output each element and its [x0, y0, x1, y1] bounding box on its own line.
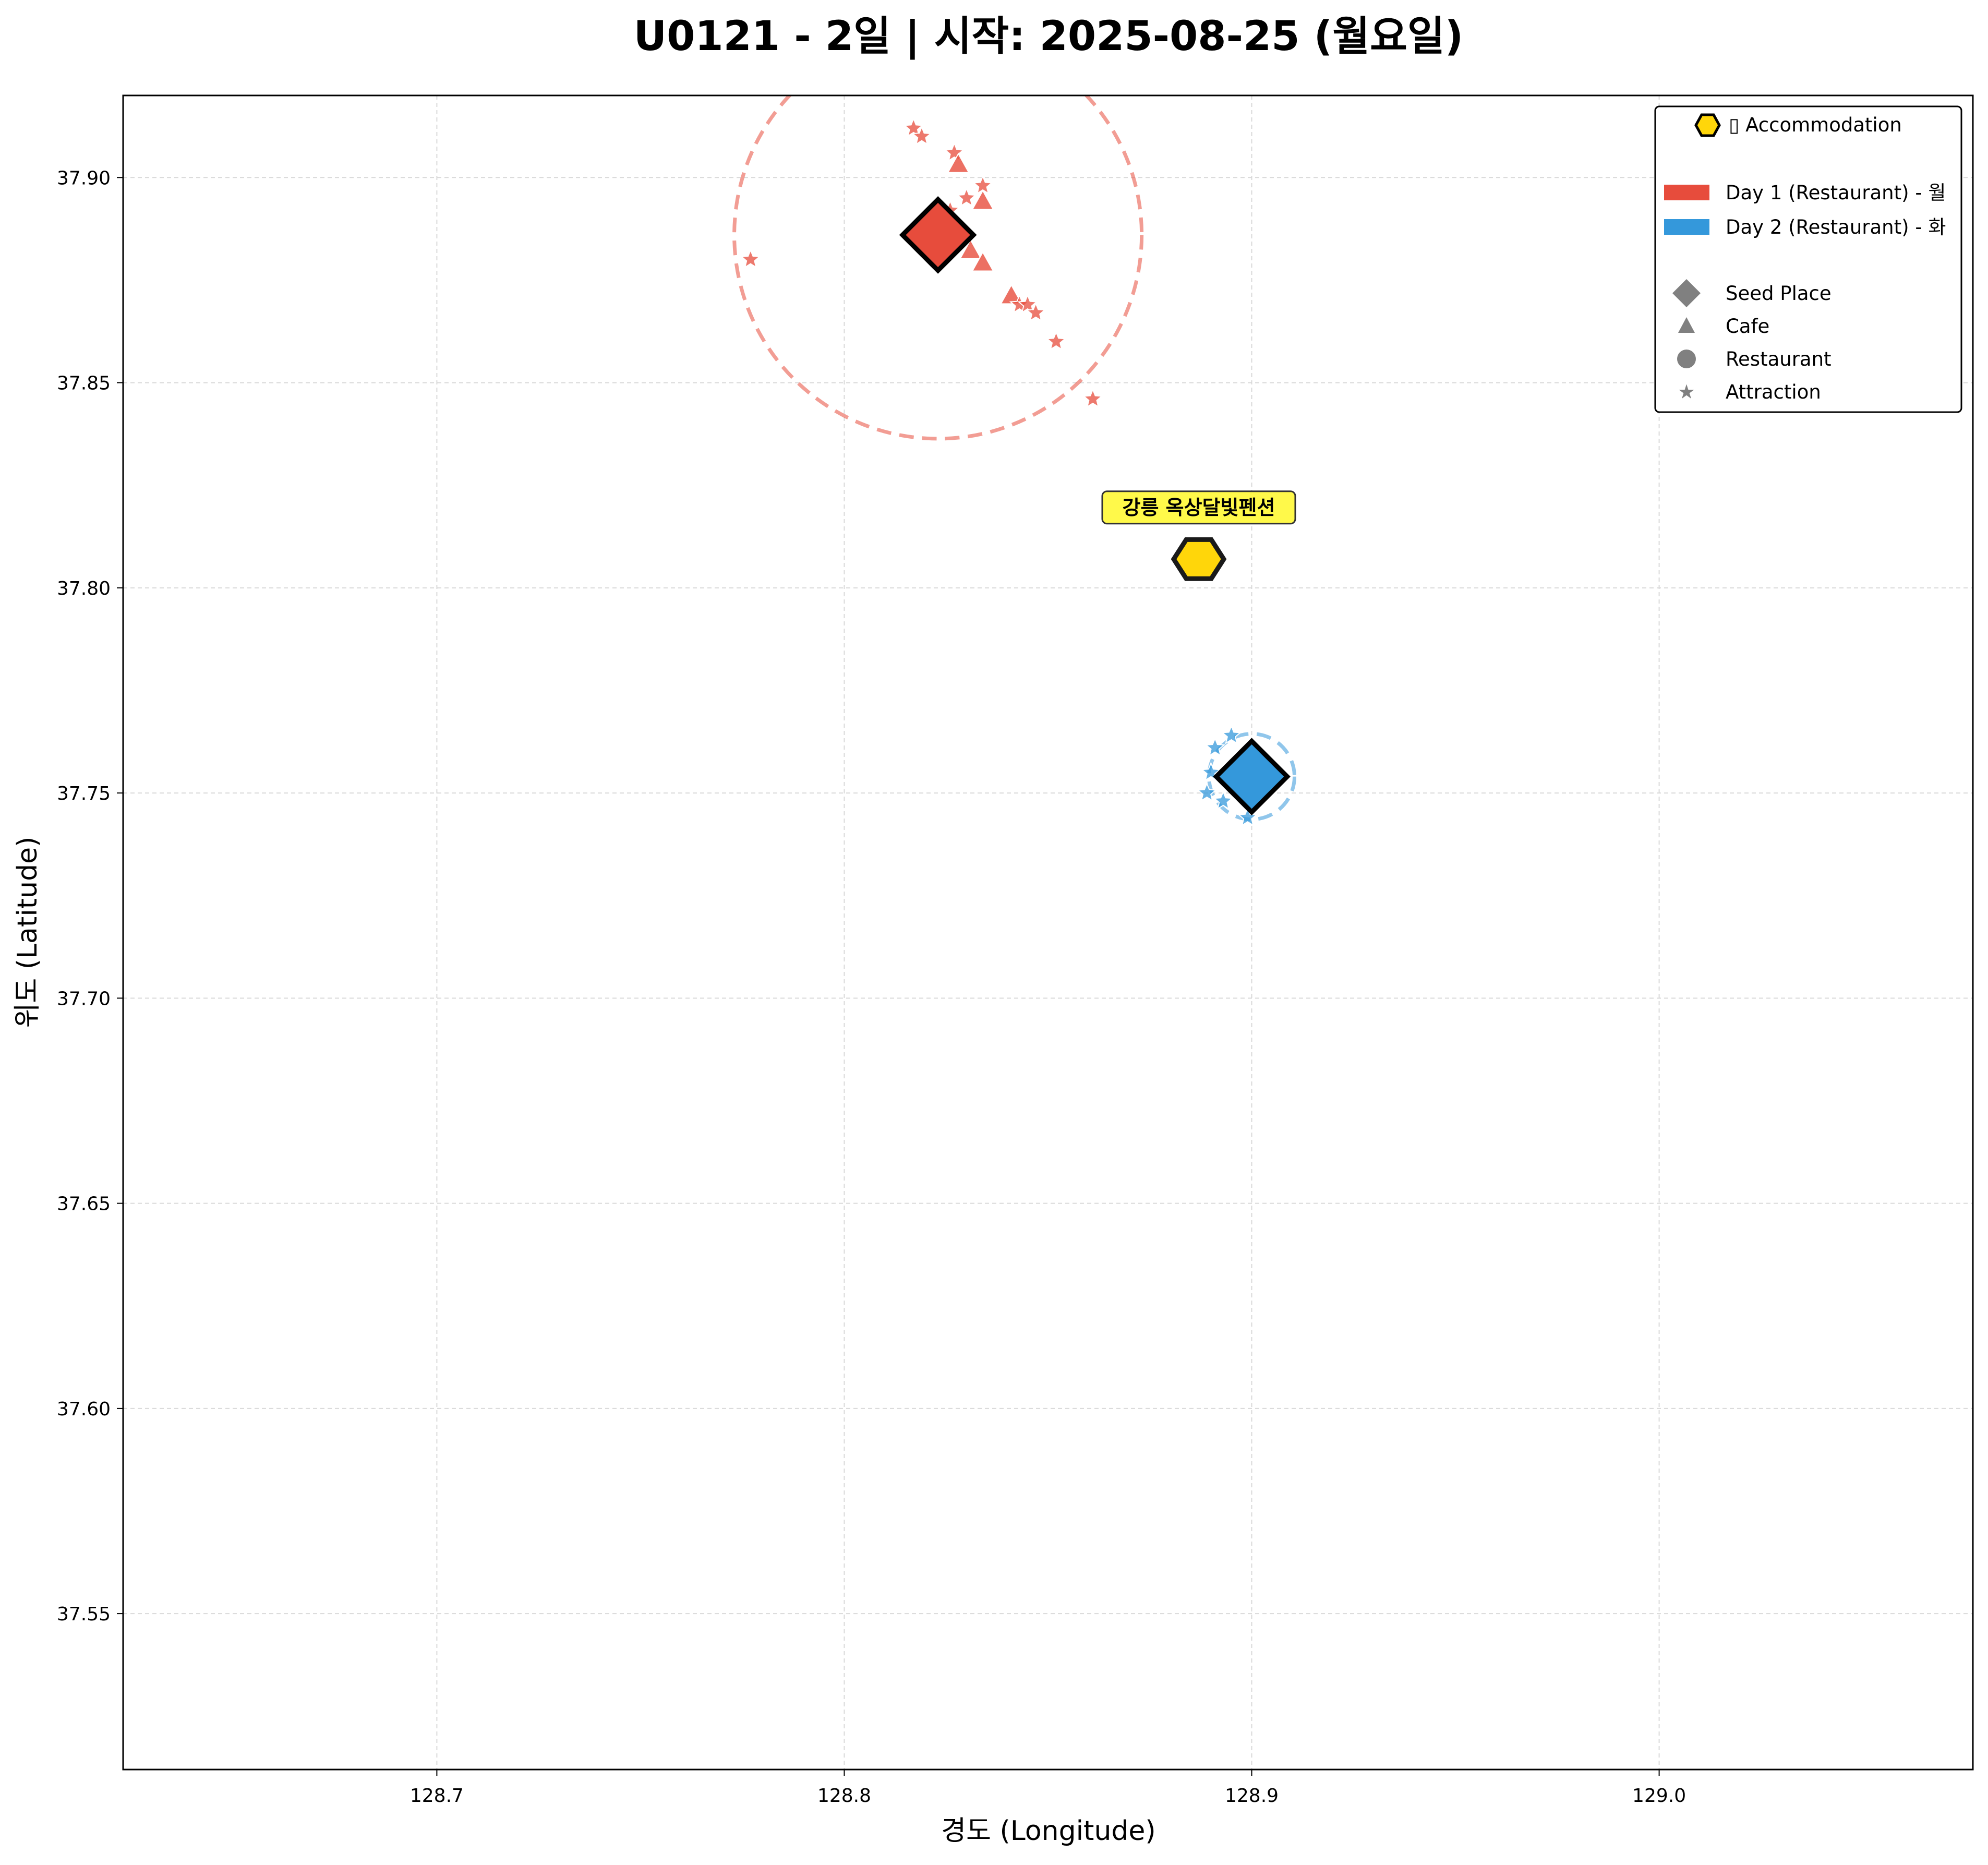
- x-tick-label: 128.7: [410, 1785, 464, 1807]
- day1-attraction-point: [1045, 331, 1067, 351]
- legend-diamond-icon: [1672, 279, 1701, 307]
- day2-attraction-point: [1237, 807, 1258, 826]
- day1-attraction-point: [1025, 302, 1046, 322]
- y-tick-label: 37.65: [57, 1194, 111, 1215]
- day2-radius-circle: [1207, 732, 1297, 822]
- legend: ▯ Accommodation Day 1 (Restaurant) - 월 D…: [1654, 105, 1962, 413]
- legend-seed-label: Seed Place: [1726, 282, 1832, 305]
- day2-attraction-point: [1204, 737, 1225, 757]
- day1-cafe-point: [1000, 284, 1023, 305]
- legend-accommodation-label: ▯ Accommodation: [1729, 114, 1902, 136]
- legend-attraction-label: Attraction: [1726, 381, 1821, 403]
- data-markers: [732, 95, 1297, 826]
- day1-attraction-point: [911, 126, 932, 146]
- day1-attraction-point: [956, 187, 977, 207]
- day2-attraction-point: [1196, 782, 1218, 802]
- legend-triangle-icon: [1678, 317, 1695, 333]
- legend-day1-swatch: [1664, 185, 1709, 200]
- legend-hexagon-icon: [1694, 113, 1721, 137]
- day1-attraction-point: [1017, 294, 1038, 314]
- x-tick-label: 128.8: [817, 1785, 871, 1807]
- accommodation-marker: [1171, 537, 1227, 581]
- x-axis-label: 경도 (Longitude): [941, 1815, 1155, 1847]
- accommodation-label: 강릉 옥상달빛펜션: [1101, 490, 1296, 525]
- legend-day1-label: Day 1 (Restaurant) - 월: [1726, 182, 1946, 204]
- y-tick-label: 37.70: [57, 988, 111, 1009]
- legend-star-icon: ★: [1678, 380, 1695, 403]
- legend-day2-swatch: [1664, 219, 1709, 235]
- x-axis-ticks: 128.7 128.8 128.9 129.0: [410, 1770, 1686, 1807]
- legend-box: [1654, 105, 1962, 413]
- day1-cafe-point: [947, 152, 970, 173]
- plot-frame: [122, 94, 1974, 1771]
- legend-day2-label: Day 2 (Restaurant) - 화: [1726, 216, 1946, 238]
- y-tick-label: 37.55: [57, 1604, 111, 1625]
- x-tick-label: 129.0: [1632, 1785, 1686, 1807]
- day2-attraction-point: [1221, 725, 1242, 744]
- day1-attraction-point: [740, 248, 761, 269]
- day1-seed-place: [899, 196, 977, 274]
- day2-attraction-point: [1213, 790, 1234, 810]
- legend-restaurant-label: Restaurant: [1726, 348, 1832, 370]
- legend-circle-icon: [1677, 350, 1696, 368]
- y-tick-label: 37.80: [57, 578, 111, 599]
- x-tick-label: 128.9: [1225, 1785, 1279, 1807]
- y-tick-label: 37.75: [57, 783, 111, 804]
- day1-attraction-point: [1082, 388, 1103, 408]
- legend-cafe-label: Cafe: [1726, 315, 1769, 338]
- y-axis-label: 위도 (Latitude): [12, 837, 43, 1028]
- day1-cafe-point: [959, 238, 982, 259]
- y-tick-label: 37.85: [57, 373, 111, 394]
- y-tick-label: 37.60: [57, 1399, 111, 1420]
- chart-title: U0121 - 2일 | 시작: 2025-08-25 (월요일): [634, 13, 1463, 60]
- accommodation-label-box: [1101, 490, 1296, 525]
- day1-attraction-point: [903, 117, 924, 137]
- day1-cafe-point: [971, 189, 994, 210]
- accommodation-name: 강릉 옥상달빛펜션: [1123, 496, 1275, 519]
- day2-seed-place: [1213, 738, 1291, 815]
- day1-cafe-point: [971, 251, 994, 272]
- y-tick-label: 37.90: [57, 167, 111, 189]
- y-axis-ticks: 37.55 37.60 37.65 37.70 37.75 37.80 37.85 37.90: [57, 167, 123, 1625]
